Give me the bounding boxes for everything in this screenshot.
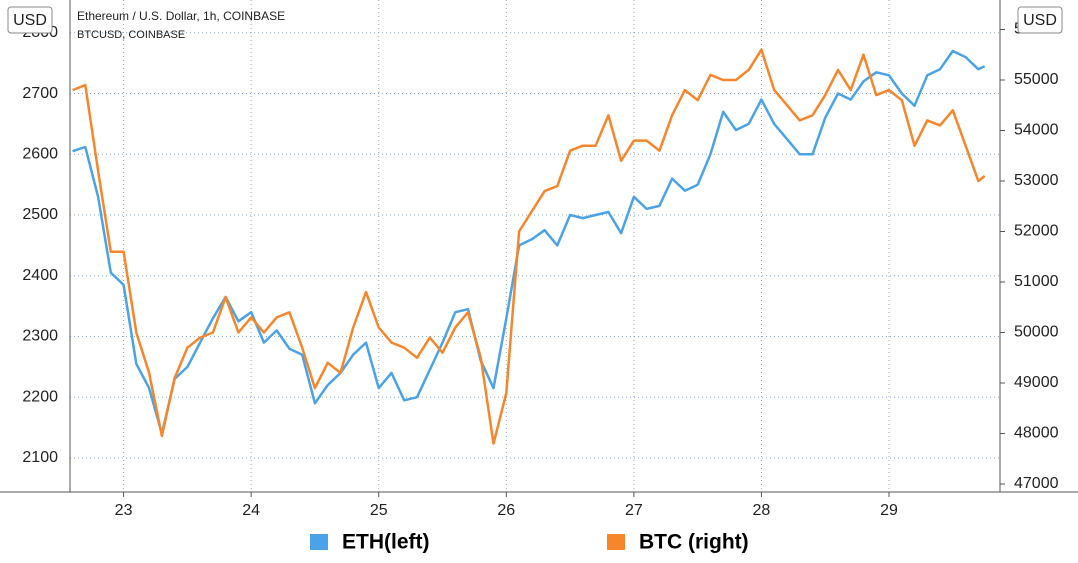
y-tick-label: 2700 [22,85,58,102]
y2-tick-label: 51000 [1014,273,1059,290]
y2-tick-label: 52000 [1014,223,1059,240]
legend-swatch [607,534,625,550]
left-unit: USD [13,12,47,29]
x-tick-label: 27 [625,502,643,519]
y-tick-label: 2100 [22,449,58,466]
chart-title: Ethereum / U.S. Dollar, 1h, COINBASE [77,9,285,23]
y-tick-label: 2400 [22,267,58,284]
legend-label: BTC (right) [639,531,749,554]
y2-tick-label: 55000 [1014,71,1059,88]
right-unit: USD [1023,12,1057,29]
x-tick-label: 23 [115,502,133,519]
y-tick-label: 2200 [22,388,58,405]
y-tick-label: 2500 [22,206,58,223]
x-tick-label: 25 [370,502,388,519]
y-tick-label: 2300 [22,328,58,345]
x-tick-label: 28 [753,502,771,519]
grid [70,0,1000,492]
legend-label: ETH(left) [342,531,430,554]
x-tick-label: 24 [242,502,260,519]
y-tick-label: 2600 [22,146,58,163]
right-unit-box [1017,6,1063,34]
y2-tick-label: 49000 [1014,374,1059,391]
y2-tick-label: 53000 [1014,172,1059,189]
y2-tick-label: 54000 [1014,122,1059,139]
legend-swatch [310,534,328,550]
x-tick-label: 26 [497,502,515,519]
data-line [72,48,986,445]
y2-tick-label: 50000 [1014,324,1059,341]
left-unit-box [7,6,53,34]
labels: 23 24 25 26 27 28 29 2100 2200 2300 2400 2500 2600 27… [22,21,1058,520]
y2-tick-label: 48000 [1014,425,1059,442]
x-tick-label: 29 [880,502,898,519]
chart-subtitle: BTCUSD, COINBASE [77,29,185,41]
y2-tick-label: 47000 [1014,475,1059,492]
lines [72,48,986,445]
